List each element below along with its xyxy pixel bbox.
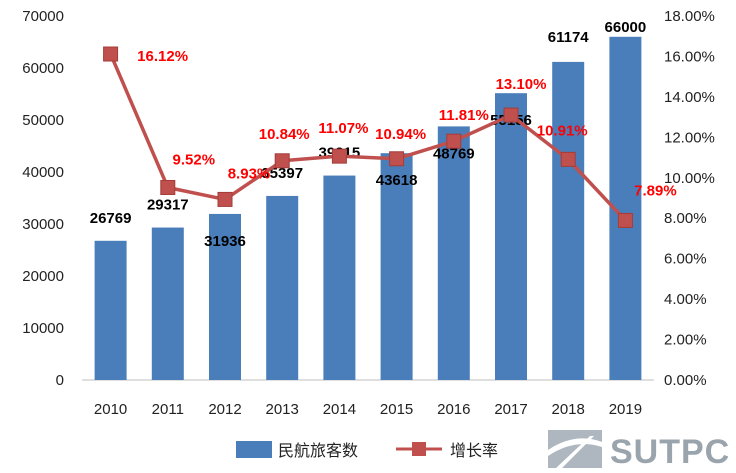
bar-series [94, 36, 642, 381]
sutpc-watermark: SUTPC [548, 430, 730, 471]
x-tick-label: 2018 [552, 401, 585, 418]
bar-data-label: 48769 [433, 145, 475, 162]
left-tick-label: 50000 [22, 112, 64, 129]
right-tick-label: 16.00% [664, 48, 715, 65]
left-tick-label: 40000 [22, 164, 64, 181]
x-tick-label: 2015 [380, 401, 413, 418]
left-tick-label: 0 [56, 372, 64, 389]
rate-data-label: 16.12% [137, 48, 188, 65]
bar [209, 213, 241, 380]
rate-data-label: 9.52% [173, 151, 216, 168]
sutpc-logo-text: SUTPC [610, 433, 730, 471]
x-tick-label: 2012 [208, 401, 241, 418]
line-marker [617, 212, 633, 228]
bar-data-label: 43618 [376, 172, 418, 189]
left-tick-label: 60000 [22, 60, 64, 77]
right-axis: 0.00% 2.00% 4.00% 6.00% 8.00% 10.00% 12.00% 14.… [664, 8, 715, 389]
bar [151, 227, 184, 380]
bar [437, 126, 470, 380]
x-tick-label: 2013 [266, 401, 299, 418]
rate-data-label: 11.07% [318, 120, 368, 137]
legend-label-line: 增长率 [450, 441, 498, 460]
x-tick-label: 2019 [609, 401, 642, 418]
left-tick-label: 30000 [22, 216, 64, 233]
bar-data-label: 61174 [548, 29, 590, 46]
x-tick-label: 2017 [494, 401, 527, 418]
x-tick-label: 2016 [437, 401, 470, 418]
rate-data-label: 11.81% [439, 107, 489, 124]
x-tick-label: 2010 [94, 401, 127, 418]
bar [495, 93, 527, 381]
growth-rate-line [108, 53, 627, 222]
right-tick-label: 12.00% [664, 129, 715, 146]
right-tick-label: 4.00% [664, 291, 707, 308]
right-tick-label: 14.00% [664, 89, 715, 106]
right-tick-label: 8.00% [664, 210, 707, 227]
right-tick-label: 6.00% [664, 251, 707, 268]
right-tick-label: 0.00% [664, 372, 707, 389]
rate-data-label: 7.89% [634, 182, 677, 199]
line-marker [217, 191, 233, 207]
right-tick-label: 10.00% [664, 170, 715, 187]
line-series [103, 46, 633, 228]
line-marker [560, 151, 576, 167]
left-axis: 0 10000 20000 30000 40000 50000 60000 70000 [22, 8, 64, 389]
rate-data-label: 8.93% [228, 165, 271, 182]
bar [94, 240, 127, 380]
line-marker [331, 148, 347, 164]
line-marker [446, 133, 462, 149]
rate-data-label: 10.94% [375, 126, 426, 143]
left-tick-label: 10000 [22, 320, 64, 337]
x-tick-label: 2014 [323, 401, 356, 418]
x-axis: 2010 2011 2012 2013 2014 2015 2016 2017 2018 2019 [82, 379, 654, 418]
line-marker [503, 107, 519, 123]
bar [380, 153, 413, 380]
sutpc-logo-icon [548, 430, 602, 468]
bar-data-label: 26769 [90, 210, 132, 227]
legend-swatch-bar [236, 441, 272, 458]
bar [552, 61, 585, 380]
line-marker [389, 151, 405, 167]
bar-data-label: 31936 [204, 233, 246, 250]
line-marker [160, 179, 176, 195]
legend-swatch-marker [412, 442, 426, 456]
bar [323, 175, 356, 380]
bar [266, 195, 299, 380]
left-tick-label: 20000 [22, 268, 64, 285]
rate-data-label: 13.10% [496, 76, 547, 93]
right-tick-label: 18.00% [664, 8, 715, 25]
legend-label-bar: 民航旅客数 [278, 441, 358, 460]
rate-data-label: 10.91% [537, 122, 588, 139]
line-marker [274, 153, 290, 169]
line-marker [103, 46, 119, 62]
rate-data-label: 10.84% [259, 126, 310, 143]
legend: 民航旅客数 增长率 [236, 441, 498, 460]
bar-data-label: 66000 [605, 19, 647, 36]
x-tick-label: 2011 [152, 401, 184, 418]
right-tick-label: 2.00% [664, 332, 707, 349]
left-tick-label: 70000 [22, 8, 64, 25]
bar-data-label: 29317 [147, 197, 189, 214]
rate-labels: 16.12% 9.52% 8.93% 10.84% 11.07% 10.94% 11.81%… [137, 48, 677, 199]
